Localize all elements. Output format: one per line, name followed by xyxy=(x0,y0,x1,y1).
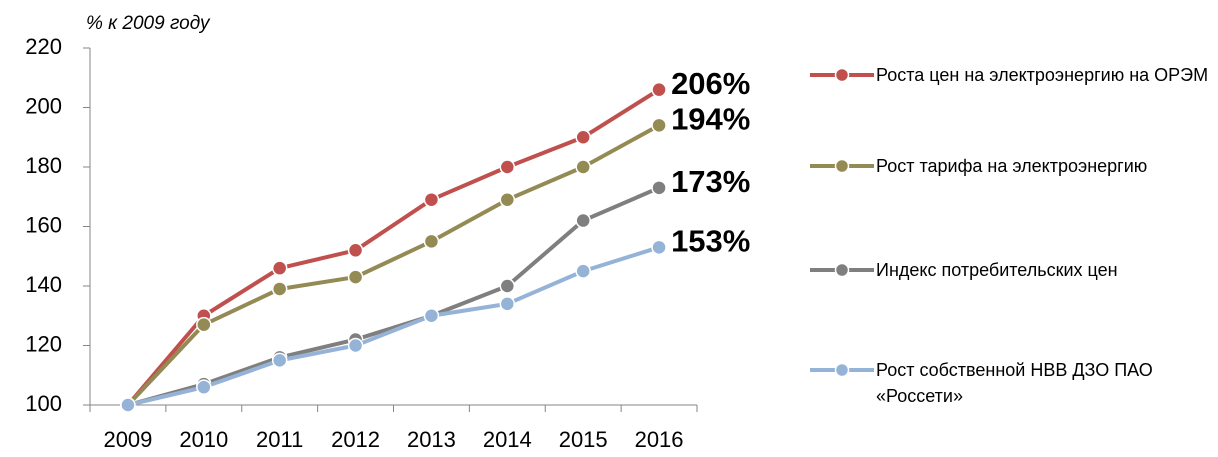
point xyxy=(651,239,667,256)
point xyxy=(423,233,440,250)
point xyxy=(575,159,591,175)
y-tick-label: 140 xyxy=(25,272,62,297)
point xyxy=(499,296,516,312)
point xyxy=(196,316,212,333)
value-label: 153% xyxy=(671,224,750,259)
legend-symbol xyxy=(810,262,874,278)
legend-item: Рост тарифа на электроэнергию xyxy=(808,153,1216,179)
y-tick-label: 100 xyxy=(25,391,62,416)
legend-symbol xyxy=(810,158,874,174)
legend-label: Рост собственной НВВ ДЗО ПАО «Россети» xyxy=(876,360,1153,406)
x-tick-label: 2012 xyxy=(331,427,380,452)
point xyxy=(271,352,288,369)
point xyxy=(651,117,667,134)
y-tick-label: 200 xyxy=(25,93,62,118)
x-tick-label: 2013 xyxy=(407,427,456,452)
x-tick-label: 2009 xyxy=(103,427,152,452)
x-tick-label: 2016 xyxy=(635,427,684,452)
point xyxy=(423,308,440,324)
value-label: 206% xyxy=(671,66,750,101)
legend-marker xyxy=(834,362,850,378)
legend-marker xyxy=(834,158,850,174)
point xyxy=(347,269,364,285)
legend-marker xyxy=(834,67,850,83)
legend-item: Рост собственной НВВ ДЗО ПАО «Россети» xyxy=(808,357,1216,409)
legend-item: Роста цен на электроэнергию на ОРЭМ xyxy=(808,62,1216,88)
axis-title: % к 2009 году xyxy=(86,13,211,34)
x-tick-label: 2011 xyxy=(256,427,303,452)
legend-item: Индекс потребительских цен xyxy=(808,257,1216,283)
legend-label: Рост тарифа на электроэнергию xyxy=(876,156,1148,176)
point xyxy=(651,81,667,98)
point xyxy=(651,180,667,196)
y-tick-label: 160 xyxy=(25,212,62,237)
x-tick-label: 2015 xyxy=(559,427,608,452)
y-tick-label: 180 xyxy=(25,153,62,178)
point xyxy=(196,379,212,395)
series-line xyxy=(126,123,661,407)
value-label: 173% xyxy=(671,164,750,199)
point xyxy=(499,159,516,175)
point xyxy=(347,242,364,259)
point xyxy=(499,278,516,294)
legend-label: Роста цен на электроэнергию на ОРЭМ xyxy=(876,65,1209,85)
legend-symbol xyxy=(810,67,874,83)
point xyxy=(347,337,364,354)
legend-symbol xyxy=(810,362,874,378)
x-tick-label: 2014 xyxy=(483,427,532,452)
point xyxy=(499,191,516,208)
point xyxy=(271,260,288,276)
legend-label: Индекс потребительских цен xyxy=(876,260,1118,280)
point xyxy=(120,397,136,413)
y-tick-label: 220 xyxy=(25,34,62,59)
value-label: 194% xyxy=(671,102,750,137)
series-line xyxy=(126,87,661,407)
legend-marker xyxy=(834,262,850,278)
y-tick-label: 120 xyxy=(25,331,62,356)
series-line xyxy=(127,245,660,407)
series-line xyxy=(127,185,660,407)
point xyxy=(575,212,591,229)
x-tick-label: 2010 xyxy=(179,427,228,452)
point xyxy=(271,281,288,297)
point xyxy=(575,263,591,279)
point xyxy=(575,129,591,145)
point xyxy=(423,191,440,208)
